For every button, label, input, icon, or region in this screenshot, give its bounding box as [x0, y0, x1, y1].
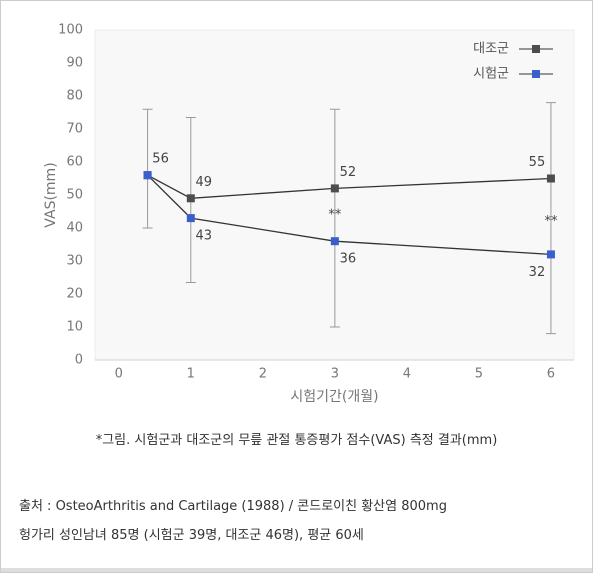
marker: [186, 194, 195, 203]
marker: [186, 214, 195, 223]
data-label: 52: [340, 165, 357, 180]
x-tick-label: 2: [259, 367, 267, 382]
series-line: [147, 174, 551, 199]
y-tick-label: 0: [75, 353, 83, 368]
x-tick-label: 5: [475, 367, 483, 382]
marker: [330, 237, 339, 246]
source-line: 출처 : OsteoArthritis and Cartilage (1988)…: [19, 499, 447, 514]
data-label: 32: [529, 265, 546, 280]
source-line: 헝가리 성인남녀 85명 (시험군 39명, 대조군 46명), 평균 60세: [19, 528, 364, 543]
y-axis-label: VAS(mm): [43, 162, 59, 227]
data-label: 36: [340, 252, 357, 267]
y-tick-label: 20: [66, 287, 83, 302]
x-tick-label: 6: [547, 367, 555, 382]
annotation: **: [328, 207, 342, 222]
annotation: **: [544, 214, 558, 229]
y-tick-label: 100: [58, 23, 83, 38]
x-axis-label: 시험기간(개월): [290, 389, 378, 405]
y-tick-label: 50: [66, 188, 83, 203]
bottom-strip: [1, 568, 592, 572]
y-tick-label: 80: [66, 89, 83, 104]
y-tick-label: 10: [66, 320, 83, 335]
legend-marker: [532, 45, 540, 53]
y-tick-label: 30: [66, 254, 83, 269]
legend-marker: [532, 70, 540, 78]
legend-label: 시험군: [473, 67, 509, 82]
y-tick-label: 90: [66, 56, 83, 71]
series-line: [147, 174, 551, 256]
marker: [546, 250, 555, 259]
x-tick-label: 3: [331, 367, 339, 382]
x-tick-label: 0: [115, 367, 123, 382]
x-tick-label: 1: [187, 367, 195, 382]
data-label: 55: [529, 155, 546, 170]
data-label: 49: [196, 175, 213, 190]
y-tick-label: 70: [66, 122, 83, 137]
caption: *그림. 시험군과 대조군의 무릎 관절 통증평가 점수(VAS) 측정 결과(…: [95, 433, 498, 448]
y-tick-label: 40: [66, 221, 83, 236]
marker: [143, 171, 152, 180]
y-tick-label: 60: [66, 155, 83, 170]
error-bar: [545, 102, 556, 335]
data-label: 56: [152, 152, 169, 167]
error-bar: [329, 108, 340, 328]
legend-label: 대조군: [473, 42, 509, 57]
x-tick-label: 4: [403, 367, 411, 382]
data-label: 43: [196, 229, 213, 244]
marker: [546, 174, 555, 183]
error-bar: [142, 108, 153, 229]
marker: [330, 184, 339, 193]
